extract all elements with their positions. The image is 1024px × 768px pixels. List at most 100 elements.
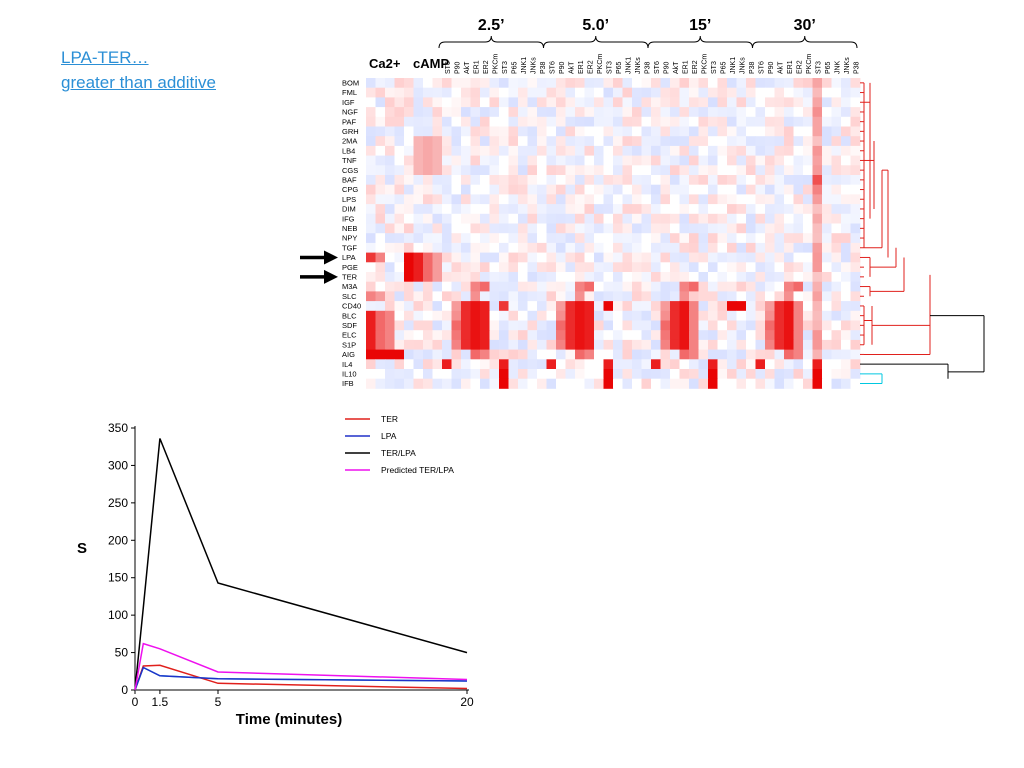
heatmap-cell: [451, 339, 462, 350]
heatmap-cell: [727, 136, 737, 147]
heatmap-cell: [651, 359, 661, 370]
heatmap-cell: [366, 155, 376, 166]
heatmap-cell: [698, 291, 709, 302]
heatmap-cell: [423, 330, 433, 341]
heatmap-cell: [708, 369, 718, 380]
heatmap-cell: [442, 97, 452, 108]
heatmap-cell: [556, 378, 566, 389]
heatmap-cell: [651, 155, 661, 166]
heatmap-cell: [603, 339, 614, 350]
heatmap-cell: [632, 155, 642, 166]
heatmap-cell: [499, 369, 509, 380]
heatmap-cell: [708, 310, 718, 321]
heatmap-cell: [499, 349, 509, 360]
heatmap-cell: [575, 204, 585, 215]
heatmap-cell: [774, 145, 785, 156]
heatmap-cell: [394, 233, 405, 244]
heatmap-cell: [423, 155, 433, 166]
heatmap-cell: [603, 204, 614, 215]
heatmap-cell: [717, 242, 728, 253]
heatmap-cell: [508, 262, 519, 273]
heatmap-cell: [708, 213, 718, 224]
heatmap-cell: [831, 262, 842, 273]
column-label: AkT: [568, 61, 575, 74]
heatmap-cell: [366, 136, 376, 147]
heatmap-cell: [736, 78, 747, 89]
slide-title-line1[interactable]: LPA-TER…: [61, 48, 149, 67]
heatmap-cell: [375, 320, 386, 331]
heatmap-cell: [812, 320, 823, 331]
heatmap-cell: [660, 155, 671, 166]
heatmap-cell: [708, 339, 718, 350]
heatmap-cell: [584, 155, 595, 166]
heatmap-cell: [727, 262, 737, 273]
heatmap-cell: [784, 320, 794, 331]
heatmap-cell: [546, 213, 557, 224]
heatmap-cell: [537, 320, 547, 331]
heatmap-cell: [527, 87, 538, 98]
heatmap-cell: [698, 349, 709, 360]
heatmap-cell: [594, 97, 604, 108]
heatmap-cell: [660, 272, 671, 283]
heatmap-cell: [632, 252, 642, 263]
heatmap-cell: [556, 204, 566, 215]
heatmap-cell: [613, 97, 623, 108]
heatmap-cell: [575, 233, 585, 244]
heatmap-cell: [841, 204, 851, 215]
heatmap-cell: [508, 165, 519, 176]
heatmap-cell: [765, 184, 775, 195]
heatmap-cell: [708, 145, 718, 156]
heatmap-cell: [812, 213, 823, 224]
heatmap-cell: [641, 97, 652, 108]
heatmap-cell: [480, 165, 490, 176]
heatmap-cell: [755, 349, 766, 360]
heatmap-cell: [575, 242, 585, 253]
heatmap-cell: [670, 97, 680, 108]
heatmap-cell: [679, 378, 690, 389]
heatmap-cell: [793, 320, 804, 331]
heatmap-cell: [641, 116, 652, 127]
heatmap-cell: [632, 339, 642, 350]
slide-title-line2[interactable]: greater than additive: [61, 73, 216, 92]
heatmap-cell: [746, 339, 756, 350]
heatmap-cell: [746, 310, 756, 321]
column-label: JNK1: [730, 57, 737, 74]
heatmap-cell: [651, 204, 661, 215]
heatmap-cell: [499, 116, 509, 127]
heatmap-cell: [385, 320, 395, 331]
heatmap-cell: [774, 184, 785, 195]
heatmap-cell: [394, 155, 405, 166]
heatmap-cell: [698, 204, 709, 215]
heatmap-cell: [727, 242, 737, 253]
heatmap-cell: [850, 97, 861, 108]
heatmap-cell: [755, 175, 766, 186]
heatmap-cell: [451, 107, 462, 118]
heatmap-cell: [736, 116, 747, 127]
heatmap-cell: [470, 165, 481, 176]
heatmap-cell: [527, 378, 538, 389]
heatmap-cell: [451, 378, 462, 389]
heatmap-cell: [774, 272, 785, 283]
heatmap-cell: [774, 330, 785, 341]
heatmap-cell: [841, 252, 851, 263]
heatmap-cell: [537, 330, 547, 341]
heatmap-cell: [774, 301, 785, 312]
heatmap-cell: [717, 339, 728, 350]
heatmap-cell: [822, 175, 832, 186]
heatmap-cell: [518, 252, 528, 263]
heatmap-cell: [641, 320, 652, 331]
heatmap-cell: [793, 97, 804, 108]
heatmap-cell: [689, 301, 699, 312]
heatmap-cell: [603, 359, 614, 370]
heatmap-cell: [850, 281, 861, 292]
heatmap-cell: [489, 213, 500, 224]
heatmap-cell: [765, 310, 775, 321]
heatmap-cell: [546, 320, 557, 331]
heatmap-cell: [641, 107, 652, 118]
heatmap-cell: [451, 87, 462, 98]
heatmap-cell: [575, 136, 585, 147]
heatmap-cell: [575, 359, 585, 370]
heatmap-cell: [641, 301, 652, 312]
heatmap-cell: [679, 97, 690, 108]
heatmap-cell: [841, 175, 851, 186]
